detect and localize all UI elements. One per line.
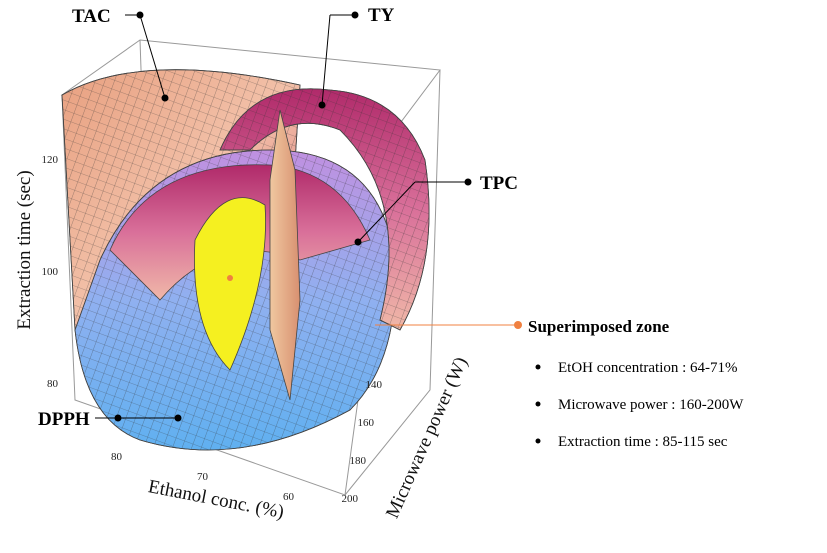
y-tick-label: 140 [366, 379, 383, 391]
x-axis-label: Ethanol conc. (%) [146, 476, 285, 523]
y-tick-label: 200 [342, 493, 359, 505]
z-tick-label: 120 [42, 154, 59, 166]
y-tick-label: 180 [350, 455, 367, 467]
zone-item: Extraction time : 85-115 sec [558, 434, 728, 450]
zone-items: EtOH concentration : 64-71% Microwave pow… [535, 360, 744, 450]
tac-label: TAC [72, 6, 111, 27]
bullet [535, 438, 541, 444]
z-axis-label: Extraction time (sec) [14, 170, 35, 329]
zone-item: Microwave power : 160-200W [558, 397, 744, 413]
x-tick-label: 80 [111, 451, 123, 463]
surfaces [61, 69, 430, 451]
surface-labels [95, 11, 522, 422]
dpph-label: DPPH [38, 409, 90, 430]
zone-title: Superimposed zone [528, 317, 670, 336]
x-tick-label: 60 [283, 491, 295, 503]
bullet [535, 364, 541, 370]
x-tick-label: 70 [197, 471, 209, 483]
tick-labels: 120 100 80 80 70 60 140 160 180 200 [42, 154, 383, 505]
zone-item: EtOH concentration : 64-71% [558, 360, 738, 376]
z-tick-label: 100 [42, 266, 59, 278]
y-tick-label: 160 [358, 417, 375, 429]
bullet [535, 401, 541, 407]
tpc-label: TPC [480, 173, 518, 194]
y-axis-label: Microwave power (W) [382, 354, 472, 522]
ty-label: TY [368, 5, 395, 26]
z-tick-label: 80 [47, 378, 59, 390]
